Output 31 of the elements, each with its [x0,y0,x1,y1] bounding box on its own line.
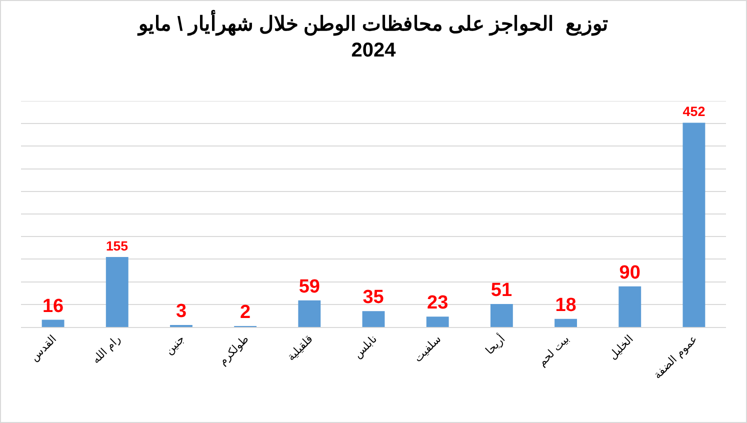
bar [298,300,321,327]
data-label: 35 [362,287,384,308]
x-tick-label: قلقيلية [284,332,316,364]
x-tick-label: رام الله [89,332,124,366]
data-label: 51 [490,280,512,301]
x-tick-label: بيت لحم [535,332,572,369]
data-label: 2 [240,302,251,323]
data-label: 16 [42,296,64,317]
x-tick-label: القدس [28,332,60,364]
bar [490,304,513,327]
x-tick-label: سلفيت [411,332,444,365]
data-label: 155 [106,238,128,254]
bar [554,318,577,327]
x-tick-label: عموم الضفة [650,332,700,382]
bar [362,311,385,327]
bar [106,256,128,327]
x-tick-label: نابلس [351,332,380,361]
x-tick-label: جنين [162,332,188,358]
bar [426,316,449,327]
x-tick-label: أريحا [482,332,508,358]
bar [42,320,64,327]
bar [618,286,642,327]
data-label: 452 [682,104,706,120]
x-tick-label: الخليل [606,332,636,362]
data-label: 23 [427,292,448,314]
data-label: 90 [619,262,640,284]
data-label: 3 [176,301,187,322]
bar [682,122,706,327]
data-label: 59 [298,276,320,298]
x-tick-label: طولكرم [216,332,252,368]
data-label: 18 [555,294,576,316]
